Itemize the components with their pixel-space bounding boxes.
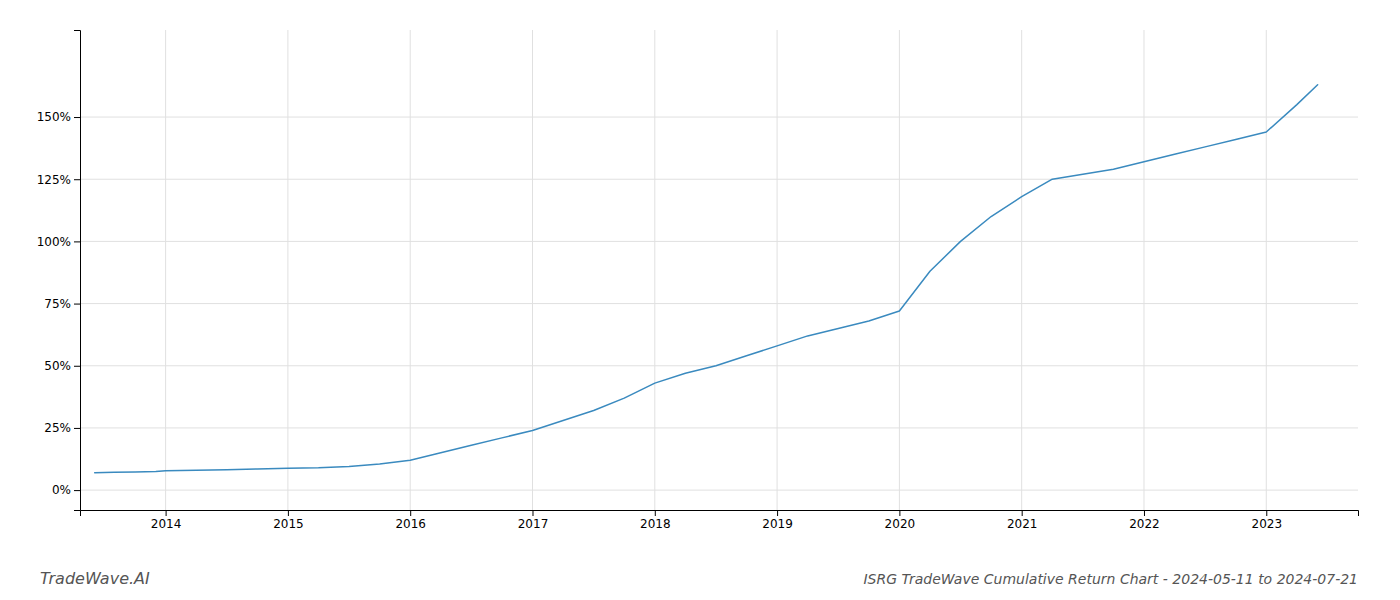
y-tick-mark [74, 241, 80, 242]
x-tick-mark [166, 510, 167, 516]
x-tick-label: 2021 [1007, 517, 1038, 531]
grid [80, 30, 1358, 510]
grid-line-x [1266, 30, 1267, 510]
x-tick-mark [655, 510, 656, 516]
grid-line-x [410, 30, 411, 510]
y-tick-mark [74, 304, 80, 305]
grid-line-y [80, 241, 1358, 242]
x-tick-label: 2016 [395, 517, 426, 531]
y-tick: 0% [52, 483, 80, 497]
x-tick: 2021 [1007, 510, 1038, 531]
y-tick-label: 25% [44, 421, 71, 435]
x-tick: 2016 [395, 510, 426, 531]
x-tick-mark [777, 510, 778, 516]
y-tick: 125% [37, 173, 80, 187]
x-tick: 2015 [273, 510, 304, 531]
x-tick: 2018 [640, 510, 671, 531]
y-tick-mark [74, 366, 80, 367]
x-axis-line [81, 511, 1359, 517]
grid-line-y [80, 179, 1358, 180]
grid-line-x [777, 30, 778, 510]
grid-line-y [80, 490, 1358, 491]
plot-area: 2014 2015 2016 2017 2018 2019 2020 2021 2022 2023… [37, 30, 1359, 531]
x-tick-mark [1022, 510, 1023, 516]
y-tick-label: 125% [37, 173, 71, 187]
x-tick: 2022 [1129, 510, 1160, 531]
grid-line-x [287, 30, 288, 510]
grid-line-x [1143, 30, 1144, 510]
y-axis: 0% 25% 50% 75% 100% 125% 150% [37, 31, 81, 511]
y-tick-label: 50% [44, 359, 71, 373]
x-tick-label: 2019 [762, 517, 793, 531]
x-tick-label: 2017 [518, 517, 549, 531]
grid-line-y [80, 427, 1358, 428]
y-tick-label: 75% [44, 297, 71, 311]
y-tick-mark [74, 490, 80, 491]
x-tick-mark [288, 510, 289, 516]
y-axis-line [74, 31, 81, 511]
grid-line-x [1021, 30, 1022, 510]
x-tick-mark [532, 510, 533, 516]
grid-line-y [80, 303, 1358, 304]
watermark: TradeWave.AI [40, 569, 150, 588]
grid-line-x [899, 30, 900, 510]
y-tick-label: 150% [37, 110, 71, 124]
x-axis: 2014 2015 2016 2017 2018 2019 2020 2021 2022 2023 [81, 510, 1359, 531]
x-tick-label: 2023 [1252, 517, 1283, 531]
x-tick-mark [1144, 510, 1145, 516]
chart: 2014 2015 2016 2017 2018 2019 2020 2021 2022 2023… [0, 0, 1400, 600]
x-tick-mark [899, 510, 900, 516]
y-tick-label: 100% [37, 235, 71, 249]
y-tick-mark [74, 179, 80, 180]
y-tick-label: 0% [52, 483, 71, 497]
y-tick: 150% [37, 110, 80, 124]
x-tick: 2014 [151, 510, 182, 531]
x-tick-mark [1266, 510, 1267, 516]
y-tick-mark [74, 117, 80, 118]
line [95, 85, 1318, 473]
x-tick-label: 2020 [885, 517, 916, 531]
y-tick: 25% [44, 421, 80, 435]
grid-line-x [165, 30, 166, 510]
title: ISRG TradeWave Cumulative Return Chart -… [863, 571, 1358, 587]
grid-line-x [654, 30, 655, 510]
y-tick: 75% [44, 297, 80, 311]
x-tick: 2019 [762, 510, 793, 531]
x-tick-mark [410, 510, 411, 516]
grid-line-y [80, 117, 1358, 118]
x-tick-label: 2022 [1129, 517, 1160, 531]
x-tick: 2023 [1252, 510, 1283, 531]
marks [95, 85, 1318, 473]
x-tick-label: 2015 [273, 517, 304, 531]
x-tick: 2020 [885, 510, 916, 531]
y-tick: 100% [37, 235, 80, 249]
x-tick-label: 2018 [640, 517, 671, 531]
grid-line-x [532, 30, 533, 510]
x-tick-label: 2014 [151, 517, 182, 531]
y-tick-mark [74, 428, 80, 429]
y-tick: 50% [44, 359, 80, 373]
x-tick: 2017 [518, 510, 549, 531]
